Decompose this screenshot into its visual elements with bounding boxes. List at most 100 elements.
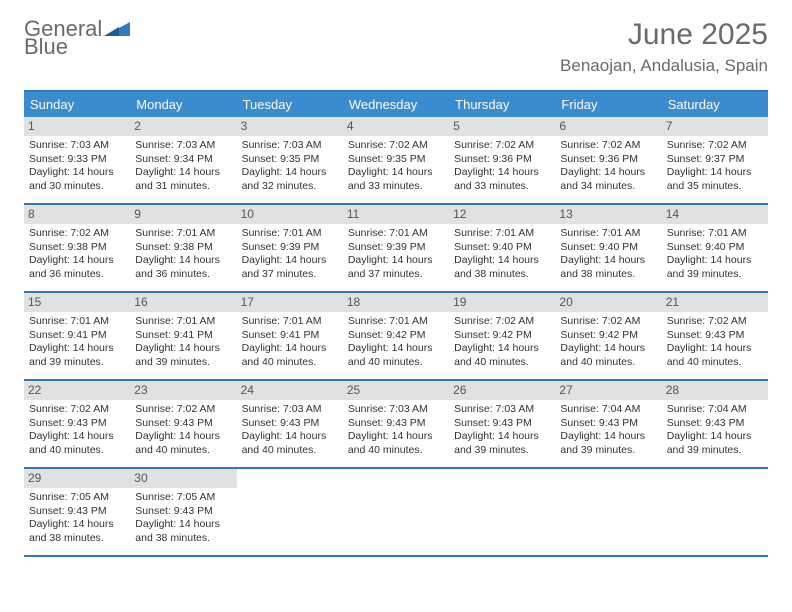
- sunrise-text: Sunrise: 7:03 AM: [242, 403, 338, 416]
- day-cell: 12Sunrise: 7:01 AMSunset: 9:40 PMDayligh…: [449, 205, 555, 291]
- day-number: 1: [24, 117, 130, 136]
- daylight-text: Daylight: 14 hours: [135, 166, 231, 179]
- daylight-text: and 34 minutes.: [560, 180, 656, 193]
- day-number: 11: [343, 205, 449, 224]
- sunrise-text: Sunrise: 7:04 AM: [560, 403, 656, 416]
- sunset-text: Sunset: 9:43 PM: [29, 417, 125, 430]
- day-cell: 9Sunrise: 7:01 AMSunset: 9:38 PMDaylight…: [130, 205, 236, 291]
- daylight-text: Daylight: 14 hours: [29, 254, 125, 267]
- sunrise-text: Sunrise: 7:03 AM: [348, 403, 444, 416]
- daylight-text: and 38 minutes.: [29, 532, 125, 545]
- sunset-text: Sunset: 9:43 PM: [454, 417, 550, 430]
- daylight-text: Daylight: 14 hours: [135, 518, 231, 531]
- day-cell: 8 Sunrise: 7:02 AMSunset: 9:38 PMDaylight…: [24, 205, 130, 291]
- sunset-text: Sunset: 9:34 PM: [135, 153, 231, 166]
- daylight-text: and 39 minutes.: [667, 268, 763, 281]
- daylight-text: Daylight: 14 hours: [667, 166, 763, 179]
- daylight-text: and 35 minutes.: [667, 180, 763, 193]
- sunset-text: Sunset: 9:41 PM: [29, 329, 125, 342]
- daylight-text: and 40 minutes.: [454, 356, 550, 369]
- sunrise-text: Sunrise: 7:03 AM: [29, 139, 125, 152]
- sunset-text: Sunset: 9:43 PM: [667, 329, 763, 342]
- day-cell: 28Sunrise: 7:04 AMSunset: 9:43 PMDayligh…: [662, 381, 768, 467]
- daylight-text: Daylight: 14 hours: [348, 430, 444, 443]
- sunset-text: Sunset: 9:42 PM: [560, 329, 656, 342]
- day-number: 12: [449, 205, 555, 224]
- daylight-text: and 40 minutes.: [29, 444, 125, 457]
- week-row: 1Sunrise: 7:03 AMSunset: 9:33 PMDaylight…: [24, 117, 768, 205]
- sunset-text: Sunset: 9:33 PM: [29, 153, 125, 166]
- day-cell: 30Sunrise: 7:05 AMSunset: 9:43 PMDayligh…: [130, 469, 236, 555]
- daylight-text: Daylight: 14 hours: [667, 342, 763, 355]
- week-row: 8Sunrise: 7:02 AMSunset: 9:38 PMDaylight…: [24, 205, 768, 293]
- daylight-text: Daylight: 14 hours: [135, 430, 231, 443]
- day-number: 8: [24, 205, 130, 224]
- day-cell: 10Sunrise: 7:01 AMSunset: 9:39 PMDayligh…: [237, 205, 343, 291]
- empty-cell: [555, 469, 661, 555]
- day-cell: 4Sunrise: 7:02 AMSunset: 9:35 PMDaylight…: [343, 117, 449, 203]
- sunrise-text: Sunrise: 7:03 AM: [242, 139, 338, 152]
- day-number: 23: [130, 381, 236, 400]
- sunset-text: Sunset: 9:43 PM: [29, 505, 125, 518]
- title-block: June 2025 Benaojan, Andalusia, Spain: [560, 18, 768, 76]
- sunrise-text: Sunrise: 7:02 AM: [454, 315, 550, 328]
- daylight-text: and 40 minutes.: [348, 444, 444, 457]
- day-cell: 2 Sunrise: 7:03 AMSunset: 9:34 PMDaylight…: [130, 117, 236, 203]
- sunrise-text: Sunrise: 7:01 AM: [135, 315, 231, 328]
- sunset-text: Sunset: 9:40 PM: [560, 241, 656, 254]
- daylight-text: Daylight: 14 hours: [29, 342, 125, 355]
- weekday-sat: Saturday: [662, 92, 768, 117]
- sunset-text: Sunset: 9:36 PM: [560, 153, 656, 166]
- day-number: 13: [555, 205, 661, 224]
- daylight-text: Daylight: 14 hours: [454, 342, 550, 355]
- daylight-text: Daylight: 14 hours: [135, 254, 231, 267]
- day-number: 17: [237, 293, 343, 312]
- day-cell: 13Sunrise: 7:01 AMSunset: 9:40 PMDayligh…: [555, 205, 661, 291]
- day-cell: 20Sunrise: 7:02 AMSunset: 9:42 PMDayligh…: [555, 293, 661, 379]
- daylight-text: and 37 minutes.: [242, 268, 338, 281]
- sunrise-text: Sunrise: 7:03 AM: [135, 139, 231, 152]
- sunset-text: Sunset: 9:43 PM: [667, 417, 763, 430]
- daylight-text: and 40 minutes.: [135, 444, 231, 457]
- sunset-text: Sunset: 9:42 PM: [454, 329, 550, 342]
- daylight-text: Daylight: 14 hours: [560, 166, 656, 179]
- day-number: 5: [449, 117, 555, 136]
- sunset-text: Sunset: 9:38 PM: [29, 241, 125, 254]
- day-number: 15: [24, 293, 130, 312]
- daylight-text: Daylight: 14 hours: [667, 430, 763, 443]
- daylight-text: Daylight: 14 hours: [29, 518, 125, 531]
- daylight-text: and 33 minutes.: [348, 180, 444, 193]
- daylight-text: and 36 minutes.: [135, 268, 231, 281]
- sunrise-text: Sunrise: 7:02 AM: [135, 403, 231, 416]
- sunrise-text: Sunrise: 7:01 AM: [454, 227, 550, 240]
- sunset-text: Sunset: 9:37 PM: [667, 153, 763, 166]
- day-number: 20: [555, 293, 661, 312]
- daylight-text: and 40 minutes.: [667, 356, 763, 369]
- day-cell: 21Sunrise: 7:02 AMSunset: 9:43 PMDayligh…: [662, 293, 768, 379]
- sunset-text: Sunset: 9:38 PM: [135, 241, 231, 254]
- logo-text-block: General Blue: [24, 18, 130, 58]
- day-number: 2: [130, 117, 236, 136]
- daylight-text: Daylight: 14 hours: [348, 254, 444, 267]
- sunset-text: Sunset: 9:41 PM: [242, 329, 338, 342]
- day-number: 22: [24, 381, 130, 400]
- sunrise-text: Sunrise: 7:01 AM: [29, 315, 125, 328]
- daylight-text: Daylight: 14 hours: [135, 342, 231, 355]
- day-number: 21: [662, 293, 768, 312]
- sunrise-text: Sunrise: 7:02 AM: [29, 227, 125, 240]
- day-number: 7: [662, 117, 768, 136]
- day-cell: 27Sunrise: 7:04 AMSunset: 9:43 PMDayligh…: [555, 381, 661, 467]
- daylight-text: Daylight: 14 hours: [560, 342, 656, 355]
- day-number: 28: [662, 381, 768, 400]
- day-number: 6: [555, 117, 661, 136]
- daylight-text: and 38 minutes.: [560, 268, 656, 281]
- sunrise-text: Sunrise: 7:02 AM: [560, 139, 656, 152]
- day-cell: 18Sunrise: 7:01 AMSunset: 9:42 PMDayligh…: [343, 293, 449, 379]
- sunrise-text: Sunrise: 7:01 AM: [348, 315, 444, 328]
- day-number: 4: [343, 117, 449, 136]
- day-cell: 26Sunrise: 7:03 AMSunset: 9:43 PMDayligh…: [449, 381, 555, 467]
- daylight-text: Daylight: 14 hours: [348, 342, 444, 355]
- sunset-text: Sunset: 9:39 PM: [242, 241, 338, 254]
- sunset-text: Sunset: 9:35 PM: [242, 153, 338, 166]
- day-number: 25: [343, 381, 449, 400]
